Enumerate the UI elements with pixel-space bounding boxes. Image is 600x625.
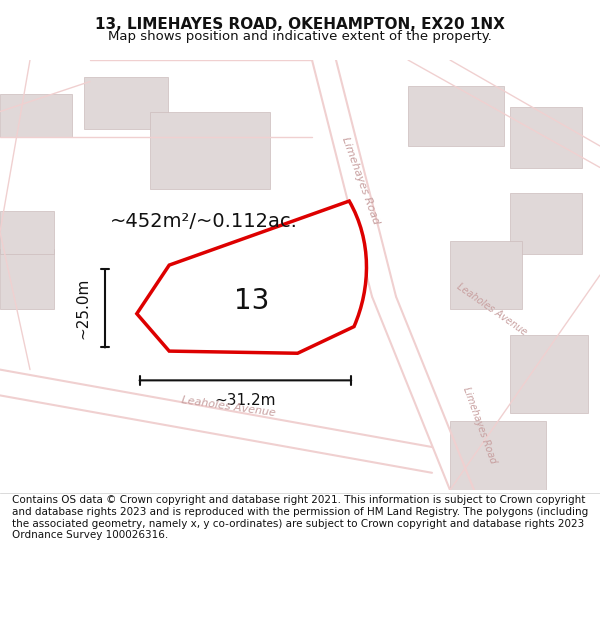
Text: ~452m²/~0.112ac.: ~452m²/~0.112ac.	[110, 212, 298, 231]
Text: ~25.0m: ~25.0m	[75, 278, 90, 339]
Bar	[510, 335, 588, 412]
Text: Leaholes Avenue: Leaholes Avenue	[180, 394, 276, 418]
Text: Leaholes Avenue: Leaholes Avenue	[455, 281, 529, 338]
Text: Map shows position and indicative extent of the property.: Map shows position and indicative extent…	[108, 30, 492, 43]
Bar	[0, 94, 72, 138]
Bar	[150, 112, 270, 189]
Bar	[408, 86, 504, 146]
Bar	[0, 249, 54, 309]
Bar	[450, 241, 522, 309]
Bar	[450, 421, 546, 490]
Text: 13, LIMEHAYES ROAD, OKEHAMPTON, EX20 1NX: 13, LIMEHAYES ROAD, OKEHAMPTON, EX20 1NX	[95, 17, 505, 32]
Text: 13: 13	[235, 287, 269, 315]
Text: ~31.2m: ~31.2m	[215, 393, 276, 408]
Bar	[510, 193, 582, 254]
Text: Limehayes Road: Limehayes Road	[461, 386, 499, 465]
PathPatch shape	[137, 201, 367, 353]
Bar	[84, 78, 168, 129]
Bar	[0, 211, 54, 254]
Text: Contains OS data © Crown copyright and database right 2021. This information is : Contains OS data © Crown copyright and d…	[12, 496, 588, 540]
Text: Limehayes Road: Limehayes Road	[340, 136, 380, 226]
Bar	[510, 107, 582, 168]
